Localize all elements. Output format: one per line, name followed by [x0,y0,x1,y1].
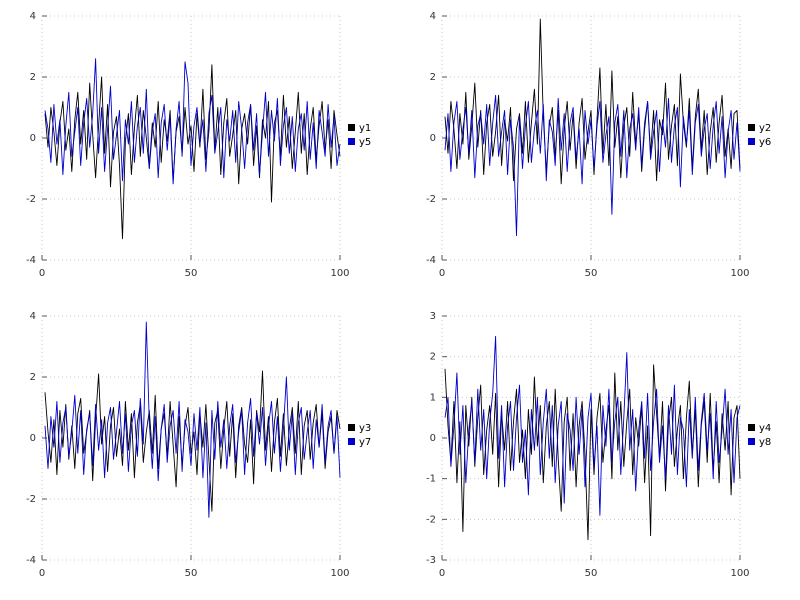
y-tick-label: 2 [430,352,436,363]
legend-swatch-y8 [748,438,755,445]
y-tick-label: -3 [426,555,436,566]
y-tick-label: -2 [26,494,36,505]
legend-swatch-y4 [748,424,755,431]
chart-bottom-right: -3 -2 -1 0 1 2 3 0 50 100 y4 y8 [426,311,771,579]
chart-top-left: -4 -2 0 2 4 0 50 100 y1 y5 [26,11,371,279]
chart-bottom-left: -4 -2 0 2 4 0 50 100 y3 y7 [26,311,371,579]
x-tick-label: 0 [39,568,45,579]
x-tick-label: 50 [585,268,598,279]
x-tick-label: 100 [330,568,349,579]
legend-label-y4: y4 [759,423,771,434]
x-tick-label: 100 [730,568,749,579]
legend-swatch-y7 [348,438,355,445]
x-tick-label: 0 [439,268,445,279]
legend-label-y3: y3 [359,423,371,434]
y-tick-label: -4 [426,255,436,266]
legend-label-y8: y8 [759,437,771,448]
legend-swatch-y1 [348,124,355,131]
subplot-bottom-right: -3 -2 -1 0 1 2 3 0 50 100 y4 y8 [400,300,800,600]
y-tick-label: 4 [30,311,36,322]
subplot-top-right: -4 -2 0 2 4 0 50 100 y2 y6 [400,0,800,300]
series-line-y8 [444,335,741,516]
x-tick-label: 100 [730,268,749,279]
y-tick-label: -4 [26,255,36,266]
legend-label-y1: y1 [359,123,371,134]
y-tick-label: -1 [426,474,436,485]
y-tick-label: 0 [430,133,436,144]
y-tick-label: 0 [30,433,36,444]
y-tick-label: 4 [430,11,436,22]
legend-swatch-y5 [348,138,355,145]
legend-swatch-y6 [748,138,755,145]
y-tick-label: 1 [430,392,436,403]
y-tick-label: 2 [430,72,436,83]
y-tick-label: 3 [430,311,436,322]
legend-label-y5: y5 [359,137,371,148]
x-tick-label: 100 [330,268,349,279]
series-line-y6 [444,94,741,237]
legend-swatch-y2 [748,124,755,131]
subplot-bottom-left: -4 -2 0 2 4 0 50 100 y3 y7 [0,300,400,600]
x-tick-label: 0 [39,268,45,279]
series-line-y4 [444,364,741,541]
y-tick-label: 2 [30,72,36,83]
series-line-y5 [44,58,341,185]
y-tick-label: -2 [426,514,436,525]
x-tick-label: 0 [439,568,445,579]
subplot-top-left: -4 -2 0 2 4 0 50 100 y1 y5 [0,0,400,300]
legend-label-y6: y6 [759,137,771,148]
y-tick-label: -2 [426,194,436,205]
x-tick-label: 50 [185,268,198,279]
legend-swatch-y3 [348,424,355,431]
y-tick-label: 0 [430,433,436,444]
chart-top-right: -4 -2 0 2 4 0 50 100 y2 y6 [426,11,771,279]
legend-label-y2: y2 [759,123,771,134]
y-tick-label: -2 [26,194,36,205]
legend-label-y7: y7 [359,437,371,448]
y-tick-label: 4 [30,11,36,22]
y-tick-label: 0 [30,133,36,144]
y-tick-label: -4 [26,555,36,566]
series-line-y1 [44,64,341,240]
series-line-y7 [44,321,341,518]
x-tick-label: 50 [185,568,198,579]
y-tick-label: 2 [30,372,36,383]
x-tick-label: 50 [585,568,598,579]
